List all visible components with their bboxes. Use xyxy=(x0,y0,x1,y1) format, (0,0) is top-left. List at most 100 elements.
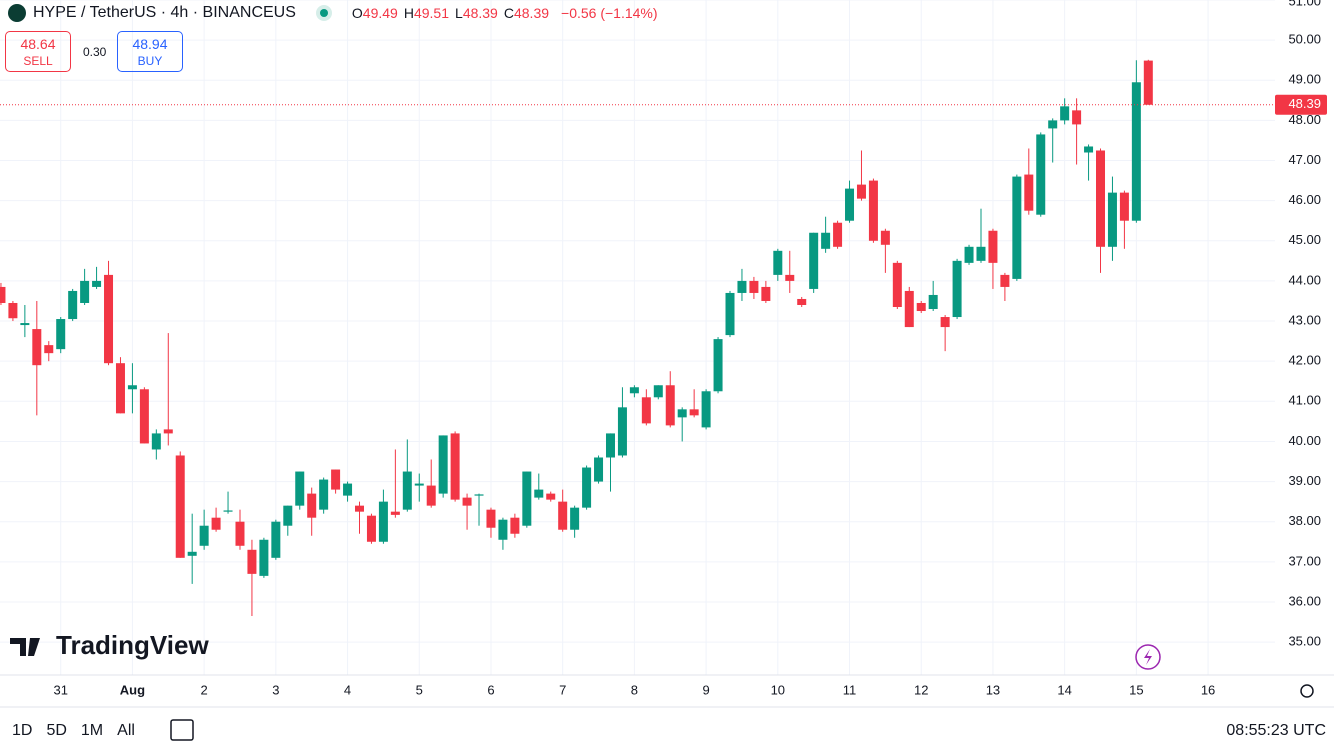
candle-body xyxy=(534,489,544,498)
candle-body xyxy=(582,467,592,508)
y-tick-label: 47.00 xyxy=(1288,152,1321,167)
candle-body xyxy=(916,302,926,312)
candle-body xyxy=(307,493,317,518)
candle-body xyxy=(1143,60,1153,105)
y-tick-label: 43.00 xyxy=(1288,312,1321,327)
candle-body xyxy=(127,385,137,390)
candle-body xyxy=(80,280,90,303)
candle-body xyxy=(737,280,747,293)
status-dot xyxy=(319,9,328,17)
candles xyxy=(0,59,1153,617)
candle-body xyxy=(355,505,365,512)
candle-body xyxy=(139,389,149,444)
candle-body xyxy=(546,493,556,500)
candle-body xyxy=(1131,82,1141,221)
spread: 0.30 xyxy=(83,45,107,59)
candle-body xyxy=(474,494,484,496)
y-tick-label: 42.00 xyxy=(1288,353,1321,368)
x-tick-label: 14 xyxy=(1057,682,1071,697)
candle-body xyxy=(331,469,341,490)
range-bar: 1D 5D 1M All xyxy=(12,722,149,740)
candle-body xyxy=(211,517,221,530)
candle-body xyxy=(366,515,376,542)
buy-label: BUY xyxy=(137,54,163,68)
candle-body xyxy=(1119,192,1129,221)
calendar-icon[interactable] xyxy=(170,719,194,741)
y-tick-label: 38.00 xyxy=(1288,513,1321,528)
y-tick-label: 44.00 xyxy=(1288,272,1321,287)
candle-body xyxy=(390,511,400,515)
candle-body xyxy=(689,409,699,416)
y-tick-label: 45.00 xyxy=(1288,232,1321,247)
candle-body xyxy=(259,539,269,576)
candle-body xyxy=(1000,274,1010,287)
candle-body xyxy=(665,385,675,426)
candle-body xyxy=(271,521,281,558)
sell-price: 48.64 xyxy=(20,36,56,52)
y-tick-label: 37.00 xyxy=(1288,553,1321,568)
candle-body xyxy=(510,517,520,534)
candle-body xyxy=(450,433,460,500)
candle-body xyxy=(1107,192,1117,247)
candle-body xyxy=(295,471,305,506)
range-button[interactable]: 5D xyxy=(46,722,67,739)
x-tick-label: 6 xyxy=(487,682,494,697)
x-tick-label: 11 xyxy=(843,682,857,697)
x-tick-label: 5 xyxy=(416,682,423,697)
candle-body xyxy=(115,363,125,414)
candle-body xyxy=(486,509,496,528)
grid xyxy=(0,0,1275,675)
candle-body xyxy=(749,280,759,293)
candle-body xyxy=(1096,150,1106,247)
last-price-box xyxy=(1275,94,1327,115)
y-tick-label: 39.00 xyxy=(1288,473,1321,488)
candle-body xyxy=(558,501,568,530)
candle-body xyxy=(319,479,329,510)
candle-body xyxy=(856,184,866,199)
sell-button[interactable]: 48.64 SELL xyxy=(5,31,71,72)
x-tick-label: 3 xyxy=(272,682,279,697)
candle-body xyxy=(92,280,102,287)
candle-body xyxy=(247,549,257,574)
y-tick-label: 51.00 xyxy=(1288,0,1321,8)
candle-body xyxy=(151,433,161,450)
buy-price: 48.94 xyxy=(132,36,168,52)
candle-body xyxy=(725,292,735,336)
ohlc-key: O xyxy=(351,5,363,21)
x-tick-label: 10 xyxy=(771,682,785,697)
range-button[interactable]: 1M xyxy=(80,722,104,739)
x-tick-label: 7 xyxy=(559,682,566,697)
y-tick-label: 48.00 xyxy=(1288,112,1321,127)
candle-body xyxy=(1012,176,1022,279)
candle-body xyxy=(629,387,639,394)
candle-body xyxy=(677,409,687,418)
buy-button[interactable]: 48.94 BUY xyxy=(117,31,183,72)
x-tick-label: 9 xyxy=(702,682,709,697)
candle-body xyxy=(462,497,472,506)
ohlc-value: 49.49 xyxy=(362,5,398,21)
settings-icon[interactable] xyxy=(1300,684,1314,698)
symbol-icon xyxy=(8,4,26,22)
watermark: TradingView xyxy=(56,630,209,660)
lightning-icon[interactable] xyxy=(1135,644,1161,670)
candle-body xyxy=(56,319,66,350)
x-tick-label: Aug xyxy=(120,682,145,697)
candle-body xyxy=(426,485,436,506)
candle-body xyxy=(928,294,938,310)
candle-body xyxy=(20,323,30,326)
candle-body xyxy=(988,230,998,263)
candle-body xyxy=(653,385,663,398)
sell-label: SELL xyxy=(23,54,53,68)
x-tick-label: 16 xyxy=(1201,682,1215,697)
candle-body xyxy=(438,435,448,494)
candle-body xyxy=(8,302,18,319)
candle-body xyxy=(868,180,878,241)
candle-body xyxy=(223,510,233,512)
lightning-bolt xyxy=(1144,649,1152,665)
x-tick-label: 12 xyxy=(914,682,928,697)
range-button[interactable]: 1D xyxy=(12,722,33,739)
y-tick-label: 49.00 xyxy=(1288,72,1321,87)
candle-body xyxy=(821,232,831,249)
range-button[interactable]: All xyxy=(117,722,135,739)
symbol: HYPE / TetherUS · 4h · BINANCEUS xyxy=(33,4,296,21)
